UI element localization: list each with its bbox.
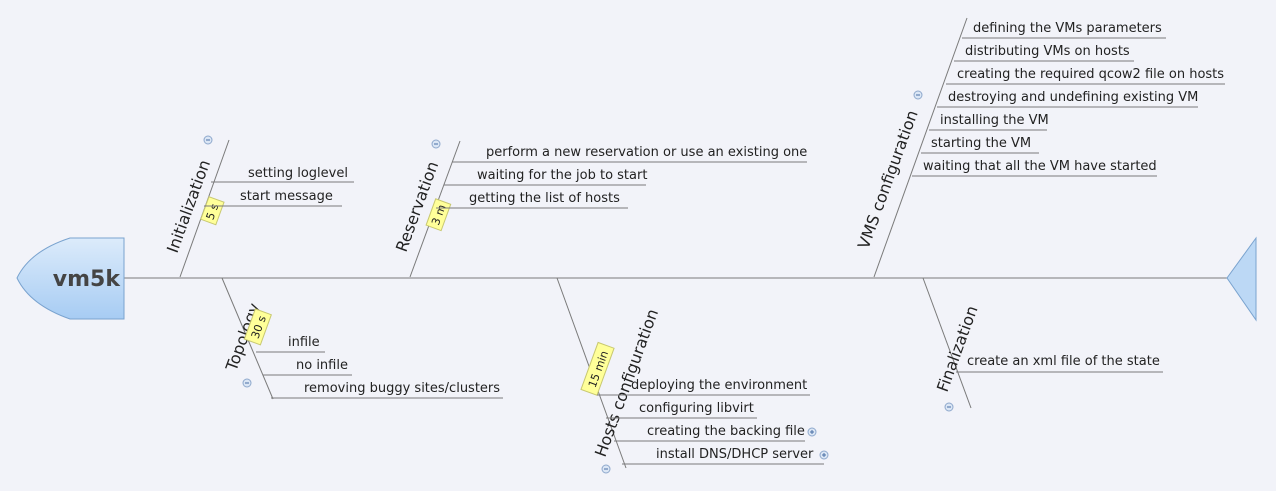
time-tag: 5 s bbox=[200, 196, 225, 226]
expand-button[interactable] bbox=[819, 450, 829, 460]
branch-line bbox=[922, 277, 972, 409]
item[interactable]: no infile bbox=[296, 358, 348, 373]
branch-line bbox=[873, 17, 968, 278]
item[interactable]: infile bbox=[288, 335, 320, 350]
head-title: vm5k bbox=[53, 267, 122, 292]
item[interactable]: installing the VM bbox=[940, 113, 1049, 128]
collapse-button[interactable] bbox=[242, 378, 252, 388]
item[interactable]: defining the VMs parameters bbox=[973, 21, 1162, 36]
branch-initialization: Initialization 5 s setting loglevel star… bbox=[163, 135, 354, 278]
head-shape bbox=[16, 237, 125, 320]
item[interactable]: creating the backing file bbox=[647, 424, 805, 439]
branch-reservation: Reservation 3 m perform a new reservatio… bbox=[392, 139, 807, 278]
item[interactable]: starting the VM bbox=[931, 136, 1031, 151]
item[interactable]: removing buggy sites/clusters bbox=[304, 381, 500, 396]
item[interactable]: waiting that all the VM have started bbox=[923, 159, 1157, 174]
time-tag: 15 min bbox=[580, 341, 615, 396]
collapse-button[interactable] bbox=[203, 135, 213, 145]
item[interactable]: destroying and undefining existing VM bbox=[948, 90, 1198, 105]
expand-button[interactable] bbox=[807, 427, 817, 437]
collapse-button[interactable] bbox=[913, 90, 923, 100]
branch-vms-configuration: VMS configuration defining the VMs param… bbox=[854, 17, 1225, 278]
branch-finalization: Finalization create an xml file of the s… bbox=[922, 277, 1163, 412]
item[interactable]: distributing VMs on hosts bbox=[965, 44, 1130, 59]
collapse-button[interactable] bbox=[944, 402, 954, 412]
item[interactable]: create an xml file of the state bbox=[967, 354, 1160, 369]
item[interactable]: waiting for the job to start bbox=[477, 168, 647, 183]
item[interactable]: configuring libvirt bbox=[639, 401, 754, 416]
item[interactable]: install DNS/DHCP server bbox=[656, 447, 814, 462]
time-tag: 3 m bbox=[425, 198, 452, 232]
item[interactable]: getting the list of hosts bbox=[469, 191, 620, 206]
item[interactable]: deploying the environment bbox=[631, 378, 807, 393]
branch-label[interactable]: Finalization bbox=[933, 303, 982, 394]
item[interactable]: perform a new reservation or use an exis… bbox=[486, 145, 807, 160]
tail-shape bbox=[1226, 236, 1257, 322]
item[interactable]: creating the required qcow2 file on host… bbox=[957, 67, 1224, 82]
item[interactable]: start message bbox=[240, 189, 333, 204]
branch-topology: Topology 30 s infile no infile removing … bbox=[221, 277, 503, 400]
branch-hosts-configuration: Hosts configuration 15 min deploying the… bbox=[556, 277, 829, 474]
svg-text:3 m: 3 m bbox=[429, 203, 448, 227]
collapse-button[interactable] bbox=[431, 139, 441, 149]
item[interactable]: setting loglevel bbox=[248, 166, 348, 181]
svg-text:5 s: 5 s bbox=[204, 202, 222, 222]
branch-label[interactable]: VMS configuration bbox=[854, 108, 922, 252]
collapse-button[interactable] bbox=[601, 464, 611, 474]
head-topic[interactable]: vm5k bbox=[16, 237, 125, 320]
time-tag: 30 s bbox=[243, 308, 272, 346]
